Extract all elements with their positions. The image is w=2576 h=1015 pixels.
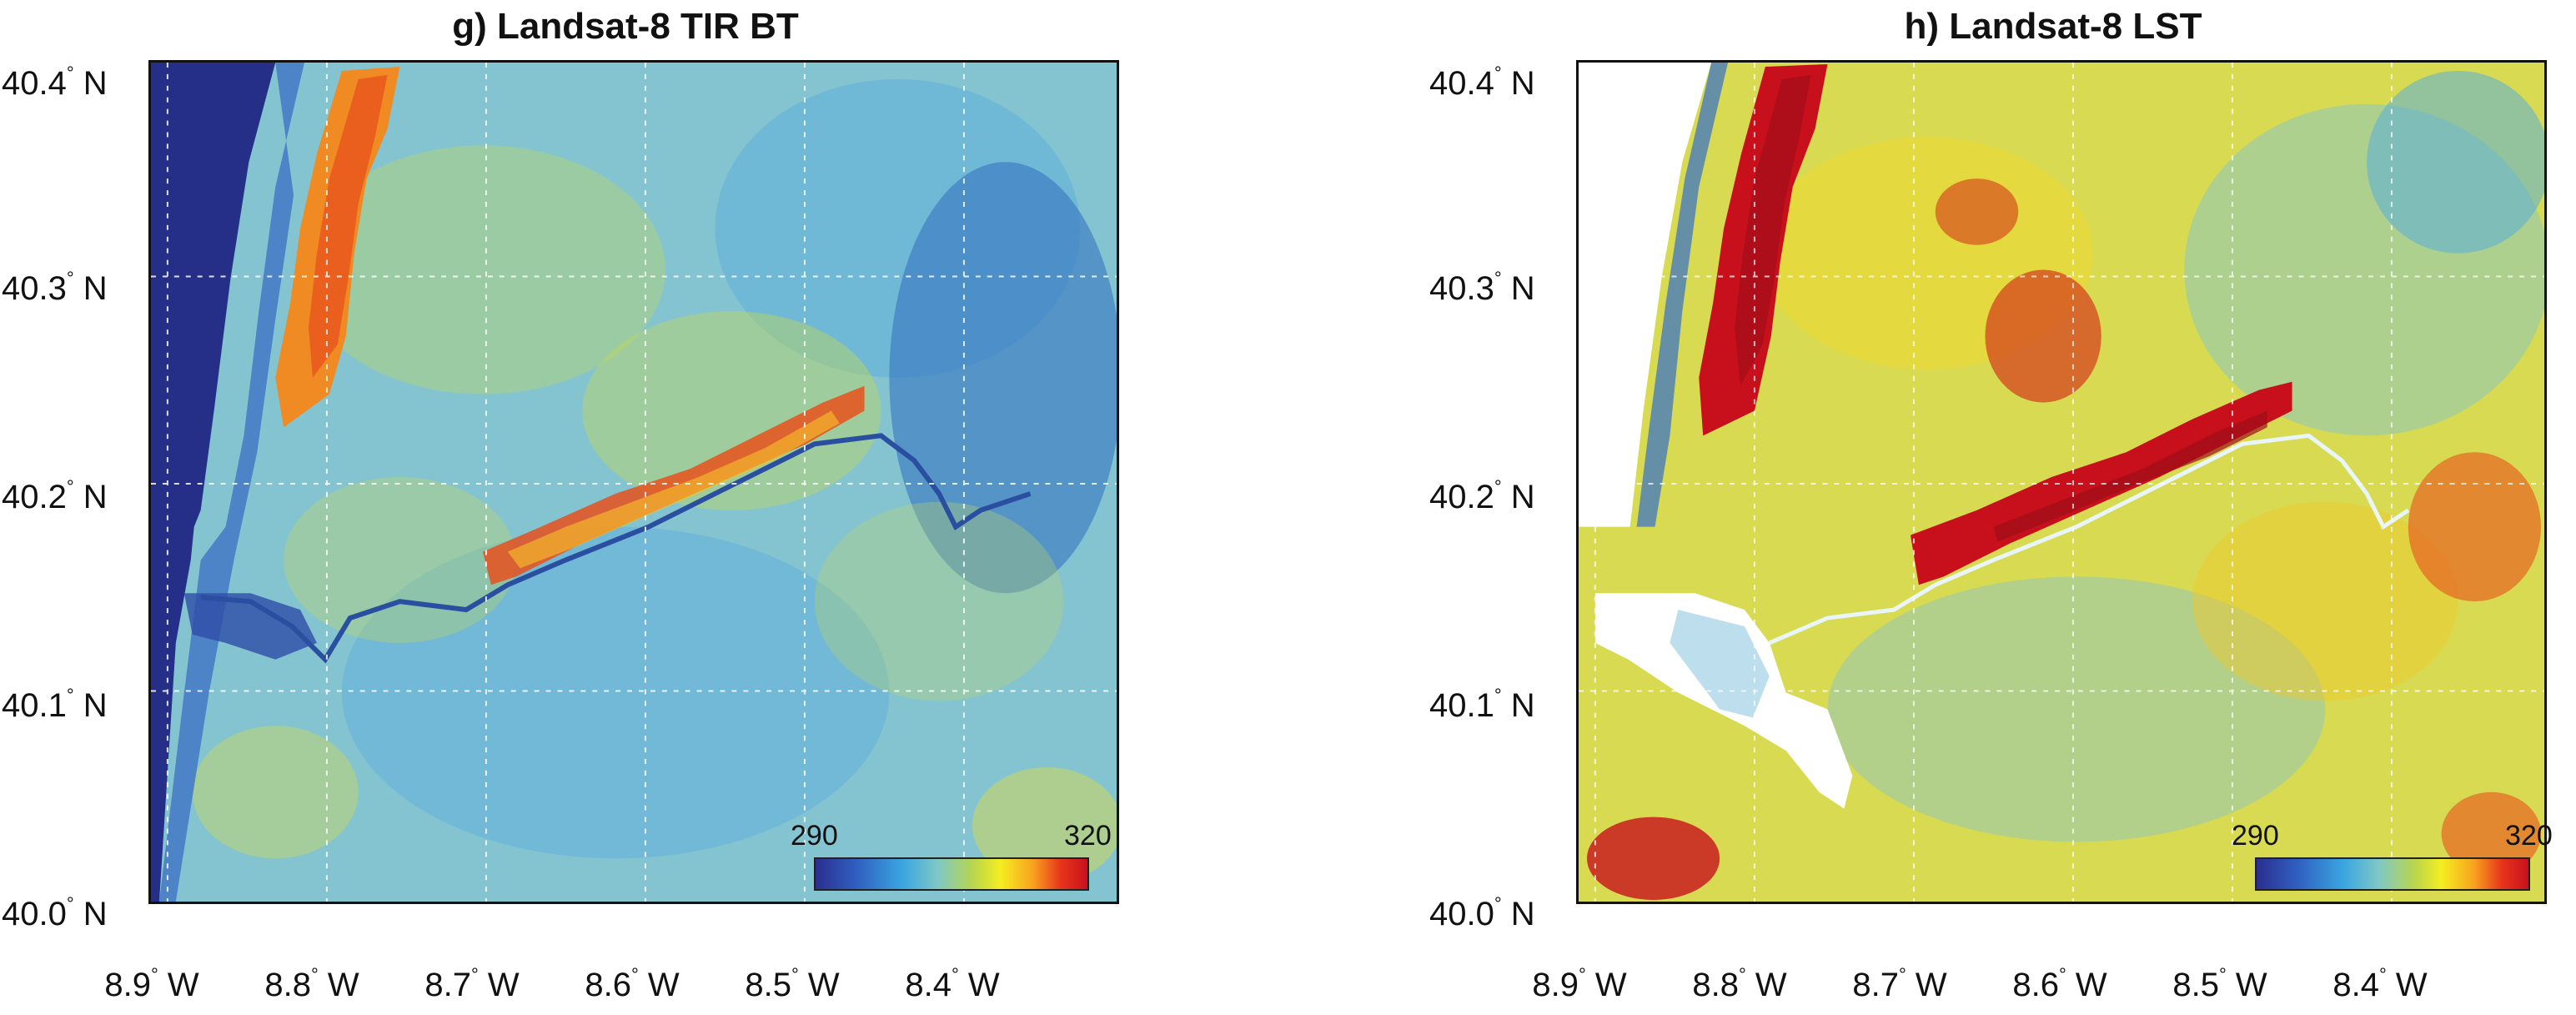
lat-tick: 40.4° N — [2, 63, 108, 102]
lat-tick: 40.2° N — [2, 476, 108, 515]
lon-tick: 8.5° W — [745, 964, 840, 1003]
lon-tick: 8.6° W — [2012, 964, 2107, 1003]
lat-tick: 40.1° N — [1429, 685, 1535, 724]
lon-tick: 8.6° W — [585, 964, 680, 1003]
colorbar-min-label: 290 — [2232, 820, 2279, 852]
lon-tick: 8.7° W — [1852, 964, 1947, 1003]
map-image — [1579, 63, 2544, 902]
lat-tick: 40.3° N — [1429, 268, 1535, 307]
lat-tick: 40.2° N — [1429, 476, 1535, 515]
lon-tick: 8.5° W — [2172, 964, 2267, 1003]
lat-tick: 40.0° N — [1429, 893, 1535, 932]
lat-tick: 40.4° N — [1429, 63, 1535, 102]
colorbar-gradient — [814, 857, 1089, 891]
colorbar-min-label: 290 — [791, 820, 838, 852]
lat-tick: 40.1° N — [2, 685, 108, 724]
lon-tick: 8.9° W — [104, 964, 199, 1003]
colorbar-max-label: 320 — [2505, 820, 2553, 852]
panel-tir-bt: g) Landsat-8 TIR BT 40.4° N 40.3° N 40.2… — [0, 0, 1251, 1015]
lat-tick: 40.3° N — [2, 268, 108, 307]
colorbar-max-label: 320 — [1064, 820, 1112, 852]
lon-tick: 8.7° W — [424, 964, 520, 1003]
lon-tick: 8.4° W — [2332, 964, 2428, 1003]
lat-tick: 40.0° N — [2, 893, 108, 932]
lon-tick: 8.9° W — [1532, 964, 1627, 1003]
panel-title: h) Landsat-8 LST — [1904, 6, 2202, 47]
panel-lst: h) Landsat-8 LST 40.4° N 40.3° N 40.2° N… — [1428, 0, 2576, 1015]
lon-tick: 8.8° W — [264, 964, 359, 1003]
lon-tick: 8.4° W — [905, 964, 1000, 1003]
map-image — [151, 63, 1117, 902]
map-lst — [1576, 60, 2547, 904]
colorbar-gradient — [2255, 857, 2530, 891]
panel-title: g) Landsat-8 TIR BT — [452, 6, 799, 47]
map-tir-bt — [148, 60, 1119, 904]
lon-tick: 8.8° W — [1692, 964, 1787, 1003]
